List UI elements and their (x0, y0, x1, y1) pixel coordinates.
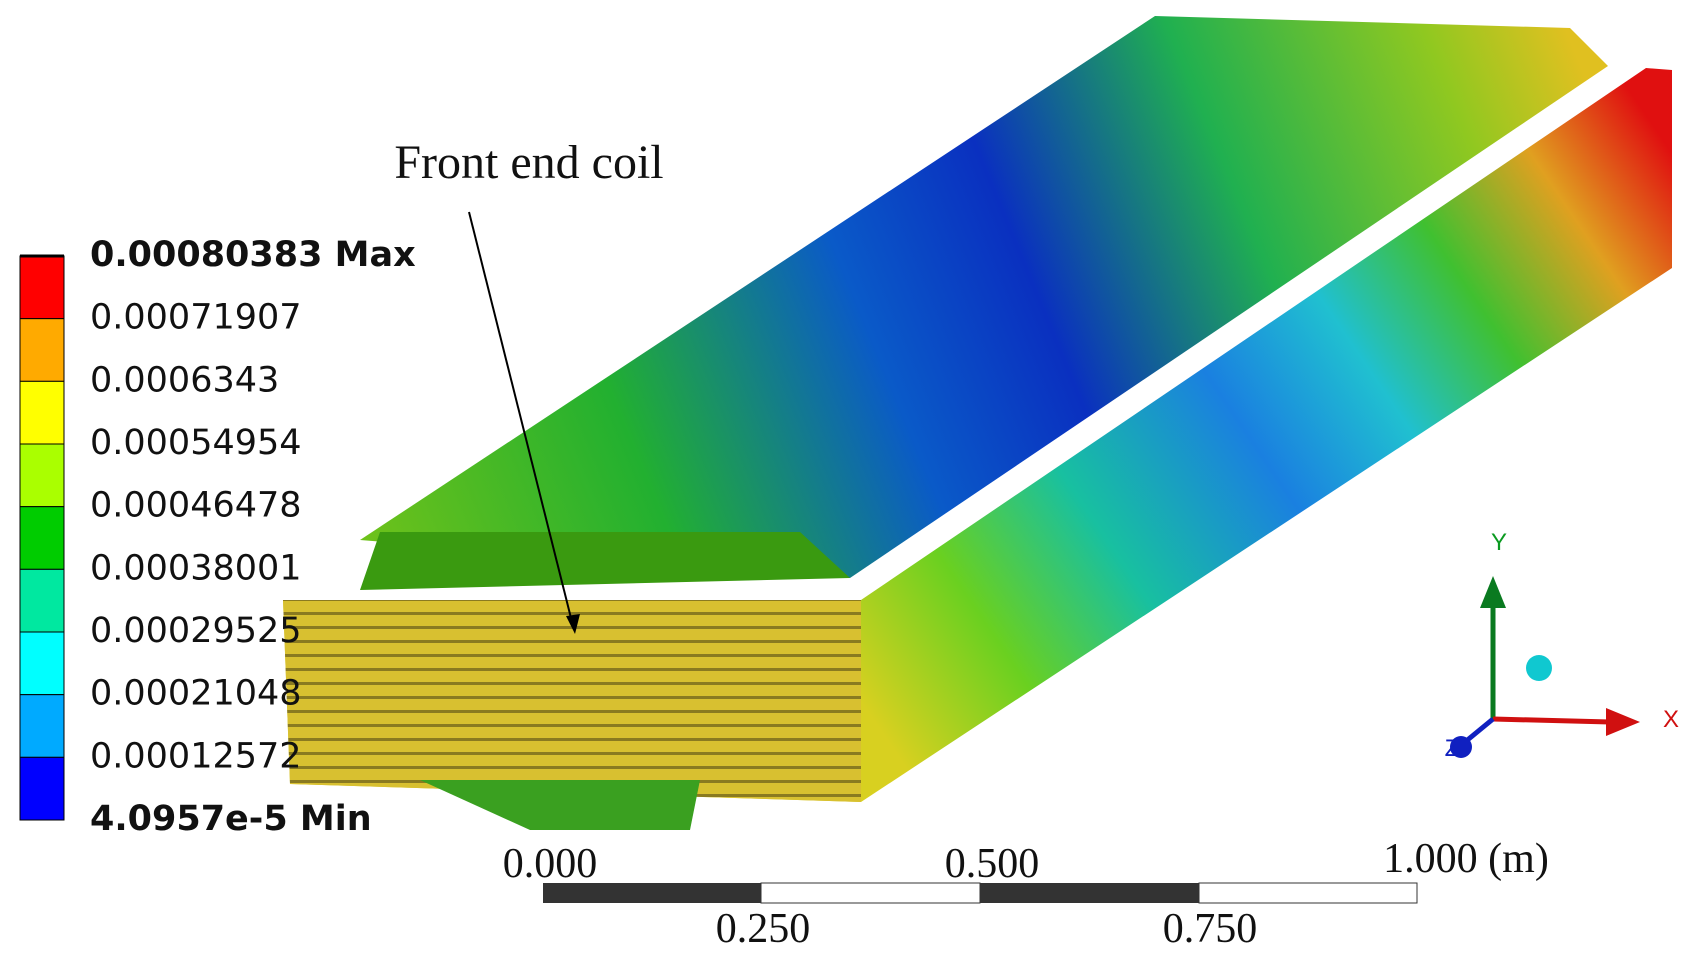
scale-label: 0.250 (716, 906, 811, 952)
scale-label: 0.750 (1163, 906, 1258, 952)
legend-label: 0.00054954 (90, 423, 302, 463)
model (283, 16, 1672, 830)
legend-label: 0.00021048 (90, 674, 302, 714)
legend-swatch (19, 631, 65, 696)
axis-label: X (1663, 706, 1679, 733)
axis-label: Z (1445, 735, 1460, 762)
legend-swatch (19, 756, 65, 821)
legend-swatch (19, 443, 65, 508)
legend-label: 0.0006343 (90, 360, 279, 400)
scale-label: 0.500 (945, 841, 1040, 887)
legend-swatch (19, 506, 65, 570)
annotation-arrow (468, 211, 574, 627)
scale-bar: 0.000 0.250 0.500 0.750 1.000 (m) (503, 836, 1549, 952)
axis-label: Y (1491, 529, 1507, 556)
legend-label: 0.00012572 (90, 736, 302, 776)
legend: 0.00080383 Max 0.00071907 0.0006343 0.00054… (19, 235, 416, 839)
scale-label: 1.000 (m) (1383, 836, 1549, 882)
legend-label: 0.00080383 Max (90, 235, 416, 275)
legend-label: 0.00029525 (90, 611, 302, 651)
legend-swatch (19, 568, 65, 633)
arrow-head (566, 614, 580, 634)
legend-label: 0.00046478 (90, 486, 302, 526)
legend-swatch (19, 255, 65, 320)
legend-label: 0.00038001 (90, 548, 302, 588)
scale-label: 0.000 (503, 841, 598, 887)
legend-swatch (19, 694, 65, 758)
annotation: Front end coil (394, 136, 663, 189)
legend-label: 0.00071907 (90, 298, 302, 338)
legend-swatch (19, 380, 65, 445)
legend-swatch (19, 318, 65, 382)
legend-label: 4.0957e-5 Min (90, 799, 372, 839)
axis-triad: Y X Z (1445, 529, 1679, 762)
